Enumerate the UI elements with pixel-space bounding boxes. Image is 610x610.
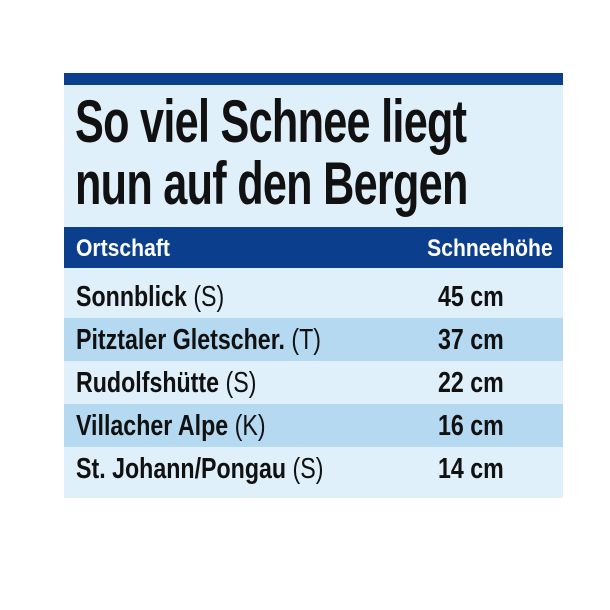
region-code: (S) — [292, 453, 324, 485]
title: So viel Schnee liegt nun auf den Bergen — [75, 91, 536, 215]
snow-depth-value: 16 cm — [438, 410, 504, 442]
table-row: St. Johann/Pongau (S) 14 cm — [64, 447, 563, 490]
title-line-1: So viel Schnee liegt — [75, 88, 467, 155]
location-name: Villacher Alpe — [76, 410, 229, 442]
region-code: (K) — [234, 410, 266, 442]
location-name: Sonnblick — [76, 281, 187, 313]
snow-depth-value: 22 cm — [438, 367, 504, 399]
region-code: (T) — [291, 324, 321, 356]
location-cell: Sonnblick (S) — [76, 281, 224, 314]
location-name: Rudolfshütte — [76, 367, 220, 399]
table-row: Pitztaler Gletscher. (T) 37 cm — [64, 318, 563, 361]
location-name: Pitztaler Gletscher. — [76, 324, 285, 356]
top-bar — [64, 73, 563, 85]
location-cell: Villacher Alpe (K) — [76, 410, 266, 443]
snow-depth-value: 14 cm — [438, 453, 504, 485]
column-header-schneehoehe: Schneehöhe — [427, 235, 553, 262]
table-header: Ortschaft Schneehöhe — [64, 227, 563, 268]
snow-depth-value: 37 cm — [438, 324, 504, 356]
region-code: (S) — [193, 281, 225, 313]
table-row: Villacher Alpe (K) 16 cm — [64, 404, 563, 447]
title-line-2: nun auf den Bergen — [75, 150, 468, 217]
location-cell: St. Johann/Pongau (S) — [76, 453, 323, 486]
region-code: (S) — [225, 367, 257, 399]
table-row: Sonnblick (S) 45 cm — [64, 275, 563, 318]
location-name: St. Johann/Pongau — [76, 453, 287, 485]
location-cell: Rudolfshütte (S) — [76, 367, 256, 400]
snow-table-panel: So viel Schnee liegt nun auf den Bergen … — [64, 73, 563, 498]
table-row: Rudolfshütte (S) 22 cm — [64, 361, 563, 404]
column-header-ortschaft: Ortschaft — [76, 235, 170, 262]
snow-depth-value: 45 cm — [438, 281, 504, 313]
location-cell: Pitztaler Gletscher. (T) — [76, 324, 321, 357]
